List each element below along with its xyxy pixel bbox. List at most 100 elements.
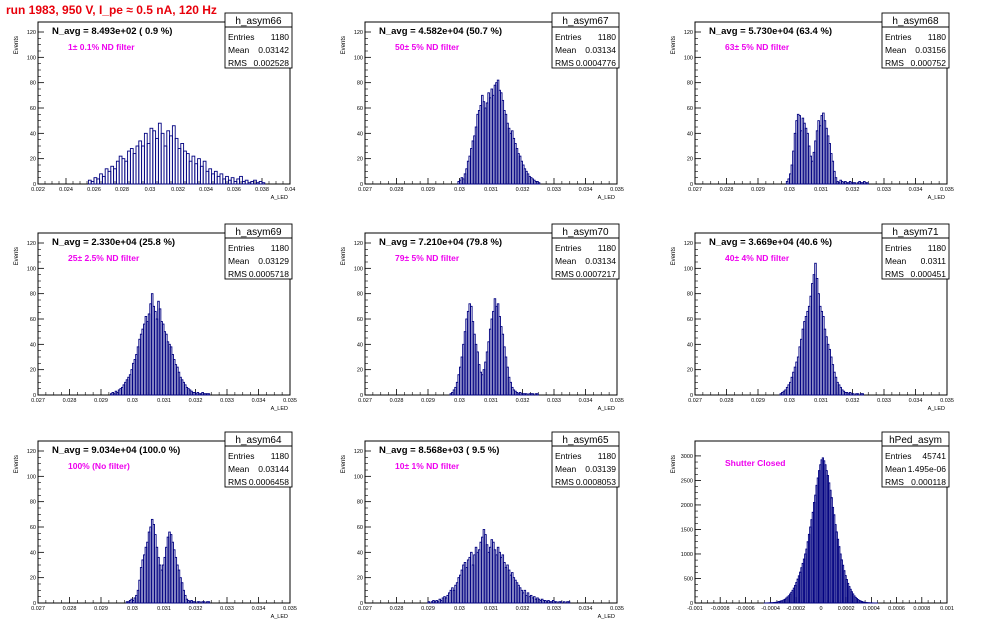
histogram-panel-h_asym69: 0 20 40 60 80 100 120 0.027 0.028 0.029 0.03 0.031 0…: [14, 223, 297, 412]
y-tick-label: 20: [30, 157, 36, 163]
y-tick-label: 40: [357, 131, 363, 137]
histogram-bin: [559, 601, 563, 604]
filter-annotation: 50± 5% ND filter: [395, 42, 460, 52]
y-tick-label: 60: [30, 317, 36, 323]
y-tick-label: 2500: [681, 478, 693, 484]
stats-value-mean: 0.03156: [915, 45, 946, 55]
y-axis-label: Events: [14, 247, 20, 265]
y-tick-label: 20: [687, 368, 693, 374]
histogram-name: hPed_asym: [889, 435, 942, 446]
histogram-panel-h_asym67: 0 20 40 60 80 100 120 0.027 0.028 0.029 0.03 0.031 0…: [341, 12, 624, 201]
stats-value-entries: 45741: [922, 451, 946, 461]
y-tick-label: 60: [687, 317, 693, 323]
navg-label: N_avg = 2.330e+04 (25.8 %): [52, 237, 175, 248]
x-tick-label: 0.0002: [838, 606, 855, 612]
x-axis-label: A_LED: [928, 195, 945, 201]
y-tick-label: 40: [687, 131, 693, 137]
stats-label-entries: Entries: [228, 451, 254, 461]
x-tick-label: 0.03: [145, 187, 156, 193]
stats-value-mean: 0.03139: [585, 464, 616, 474]
y-tick-label: 120: [354, 449, 363, 455]
x-tick-label: 0.03: [454, 606, 465, 612]
x-tick-label: 0.035: [283, 398, 297, 404]
x-tick-label: 0.028: [390, 398, 404, 404]
x-tick-label: 0.031: [814, 398, 828, 404]
x-tick-label: 0.034: [579, 398, 593, 404]
x-tick-label: 0.028: [390, 606, 404, 612]
histogram-name: h_asym66: [235, 16, 282, 27]
histogram-name: h_asym67: [562, 16, 609, 27]
x-tick-label: 0.035: [610, 398, 624, 404]
histogram-panel-hPed_asym: 0 500 1000 1500 2000 2500 3000 -0.001 -0.0008 -0.…: [671, 431, 954, 612]
x-tick-label: 0.031: [157, 398, 171, 404]
y-tick-label: 0: [33, 601, 36, 607]
x-tick-label: 0.027: [358, 398, 372, 404]
histogram-bin: [563, 601, 566, 604]
x-tick-label: 0.022: [31, 187, 45, 193]
stats-value-mean: 0.0311: [921, 256, 947, 266]
x-tick-label: 0.031: [157, 606, 171, 612]
stats-box-frame: [881, 431, 950, 488]
x-tick-label: 0.031: [814, 187, 828, 193]
y-tick-label: 40: [357, 550, 363, 556]
y-tick-label: 100: [684, 55, 693, 61]
x-tick-label: -0.0006: [736, 606, 755, 612]
y-tick-label: 40: [687, 342, 693, 348]
navg-label: N_avg = 8.568e+03 ( 9.5 %): [379, 445, 499, 456]
y-tick-label: 20: [30, 368, 36, 374]
stats-label-rms: RMS: [885, 477, 904, 487]
y-tick-label: 60: [30, 525, 36, 531]
y-tick-label: 1000: [681, 552, 693, 558]
y-tick-label: 60: [357, 525, 363, 531]
x-tick-label: 0.028: [390, 187, 404, 193]
y-tick-label: 120: [684, 241, 693, 247]
y-tick-label: 1500: [681, 527, 693, 533]
y-tick-label: 0: [690, 393, 693, 399]
navg-label: N_avg = 4.582e+04 (50.7 %): [379, 26, 502, 37]
x-tick-label: 0.038: [255, 187, 269, 193]
histogram-bin: [253, 179, 257, 185]
stats-box-frame: [224, 12, 293, 69]
x-tick-label: 0.034: [909, 187, 923, 193]
x-tick-label: 0.031: [484, 187, 498, 193]
x-tick-label: 0.034: [579, 187, 593, 193]
x-axis-label: A_LED: [598, 614, 615, 620]
stats-label-mean: Mean: [885, 464, 907, 474]
x-tick-label: 0.024: [59, 187, 73, 193]
x-tick-label: 0.034: [252, 606, 266, 612]
y-tick-label: 2000: [681, 503, 693, 509]
histogram-name: h_asym69: [235, 227, 282, 238]
y-tick-label: 0: [690, 601, 693, 607]
page-title: run 1983, 950 V, I_pe ≈ 0.5 nA, 120 Hz: [6, 3, 217, 17]
stats-value-entries: 1180: [928, 32, 947, 42]
stats-label-rms: RMS: [555, 269, 574, 279]
y-tick-label: 20: [30, 576, 36, 582]
y-tick-label: 500: [684, 576, 693, 582]
stats-label-rms: RMS: [885, 269, 904, 279]
histogram-bin: [834, 177, 838, 185]
histogram-bars: [109, 293, 211, 396]
histogram-bin: [537, 182, 541, 185]
navg-label: N_avg = 9.034e+04 (100.0 %): [52, 445, 180, 456]
y-tick-label: 80: [357, 500, 363, 506]
stats-label-rms: RMS: [228, 269, 247, 279]
y-tick-label: 80: [687, 81, 693, 87]
x-axis-label: A_LED: [598, 406, 615, 412]
y-tick-label: 3000: [681, 454, 693, 460]
x-axis-label: A_LED: [271, 614, 288, 620]
y-axis-label: Events: [671, 455, 677, 473]
x-tick-label: -0.001: [687, 606, 703, 612]
stats-value-rms: 0.0008053: [576, 477, 616, 487]
x-tick-label: 0.033: [877, 398, 891, 404]
stats-value-entries: 1180: [271, 32, 290, 42]
stats-label-rms: RMS: [228, 477, 247, 487]
y-tick-label: 120: [27, 241, 36, 247]
stats-box: h_asym71 Entries 1180 Mean 0.0311 RMS 0.000451: [881, 223, 950, 280]
stats-value-entries: 1180: [598, 451, 617, 461]
y-tick-label: 120: [354, 30, 363, 36]
x-tick-label: 0.033: [547, 398, 561, 404]
x-tick-label: 0.027: [688, 187, 702, 193]
x-tick-label: 0.031: [484, 398, 498, 404]
x-tick-label: 0.028: [720, 398, 734, 404]
